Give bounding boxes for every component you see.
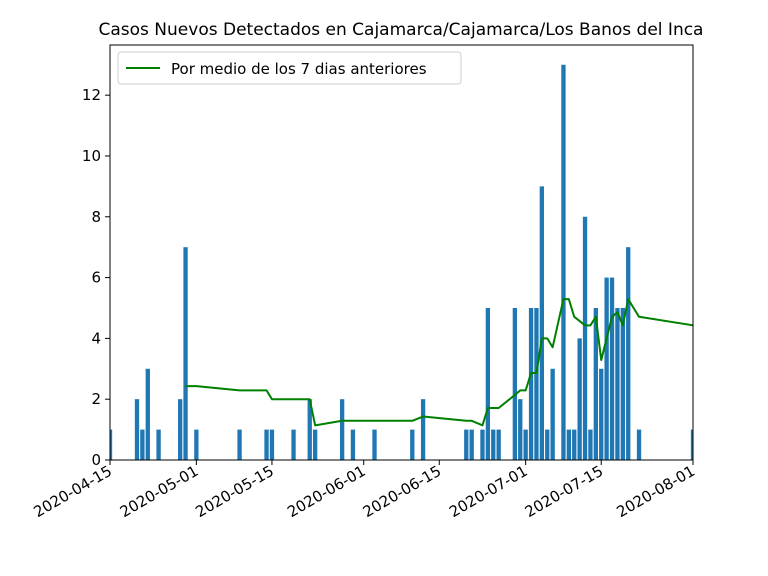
bar	[545, 429, 550, 460]
y-tick-label: 2	[91, 390, 101, 408]
bar	[307, 399, 312, 460]
bar	[178, 399, 183, 460]
bar	[599, 368, 604, 460]
y-tick-label: 12	[82, 86, 101, 104]
bar	[518, 399, 523, 460]
bar	[485, 307, 491, 460]
bar	[312, 429, 318, 460]
legend-box	[117, 51, 462, 85]
legend-label: Por medio de los 7 dias anteriores	[171, 60, 427, 78]
bar	[496, 429, 501, 460]
bar	[615, 307, 620, 460]
legend: Por medio de los 7 dias anteriores	[117, 51, 462, 85]
bar	[550, 368, 555, 460]
bar	[566, 429, 571, 460]
bar	[620, 307, 625, 460]
bar	[588, 429, 593, 460]
moving-average-line	[185, 298, 694, 427]
y-tick-label: 10	[82, 147, 101, 165]
bar	[512, 307, 518, 460]
x-tick-label: 2020-05-15	[192, 462, 277, 521]
x-tick-label: 2020-04-15	[30, 462, 115, 521]
bar	[464, 429, 469, 460]
bar	[626, 247, 631, 460]
bar	[480, 429, 485, 460]
y-tick-label: 8	[91, 208, 101, 226]
bar	[572, 429, 577, 460]
bar	[194, 429, 199, 460]
x-tick-label: 2020-07-15	[522, 462, 607, 521]
bar	[420, 399, 426, 460]
x-tick-label: 2020-05-01	[117, 462, 202, 521]
bar	[491, 429, 496, 460]
bar	[534, 307, 539, 460]
bar	[264, 429, 269, 460]
line-series	[185, 298, 694, 427]
bar	[582, 216, 588, 460]
y-tick-label: 0	[91, 451, 101, 469]
bar	[469, 429, 474, 460]
x-tick-label: 2020-08-01	[613, 462, 698, 521]
bar	[609, 277, 615, 460]
x-tick-label: 2020-07-01	[446, 462, 531, 521]
bar	[339, 399, 345, 460]
bar	[269, 429, 275, 460]
bar	[237, 429, 242, 460]
bar	[690, 429, 693, 460]
y-tick-label: 4	[91, 329, 101, 347]
y-axis: 0 2 4 6 8 10 12	[82, 86, 110, 469]
bar	[636, 429, 642, 460]
bar	[577, 338, 582, 460]
bar	[110, 429, 113, 460]
bar	[134, 399, 140, 460]
bar-series	[110, 64, 693, 460]
bar	[156, 429, 161, 460]
x-tick-label: 2020-06-15	[360, 462, 445, 521]
bar	[145, 368, 150, 460]
bar	[410, 429, 415, 460]
bar	[561, 64, 566, 460]
bar	[350, 429, 356, 460]
x-tick-label: 2020-06-01	[284, 462, 369, 521]
chart-title: Casos Nuevos Detectados en Cajamarca/Caj…	[99, 20, 704, 40]
y-tick-label: 6	[91, 269, 101, 287]
axes-frame	[109, 44, 694, 461]
bar	[528, 307, 534, 460]
bar	[372, 429, 377, 460]
bar	[291, 429, 296, 460]
bar	[593, 307, 598, 460]
bar	[523, 429, 528, 460]
bar	[604, 277, 609, 460]
bar	[183, 247, 188, 460]
bar	[539, 186, 545, 460]
bar	[140, 429, 145, 460]
